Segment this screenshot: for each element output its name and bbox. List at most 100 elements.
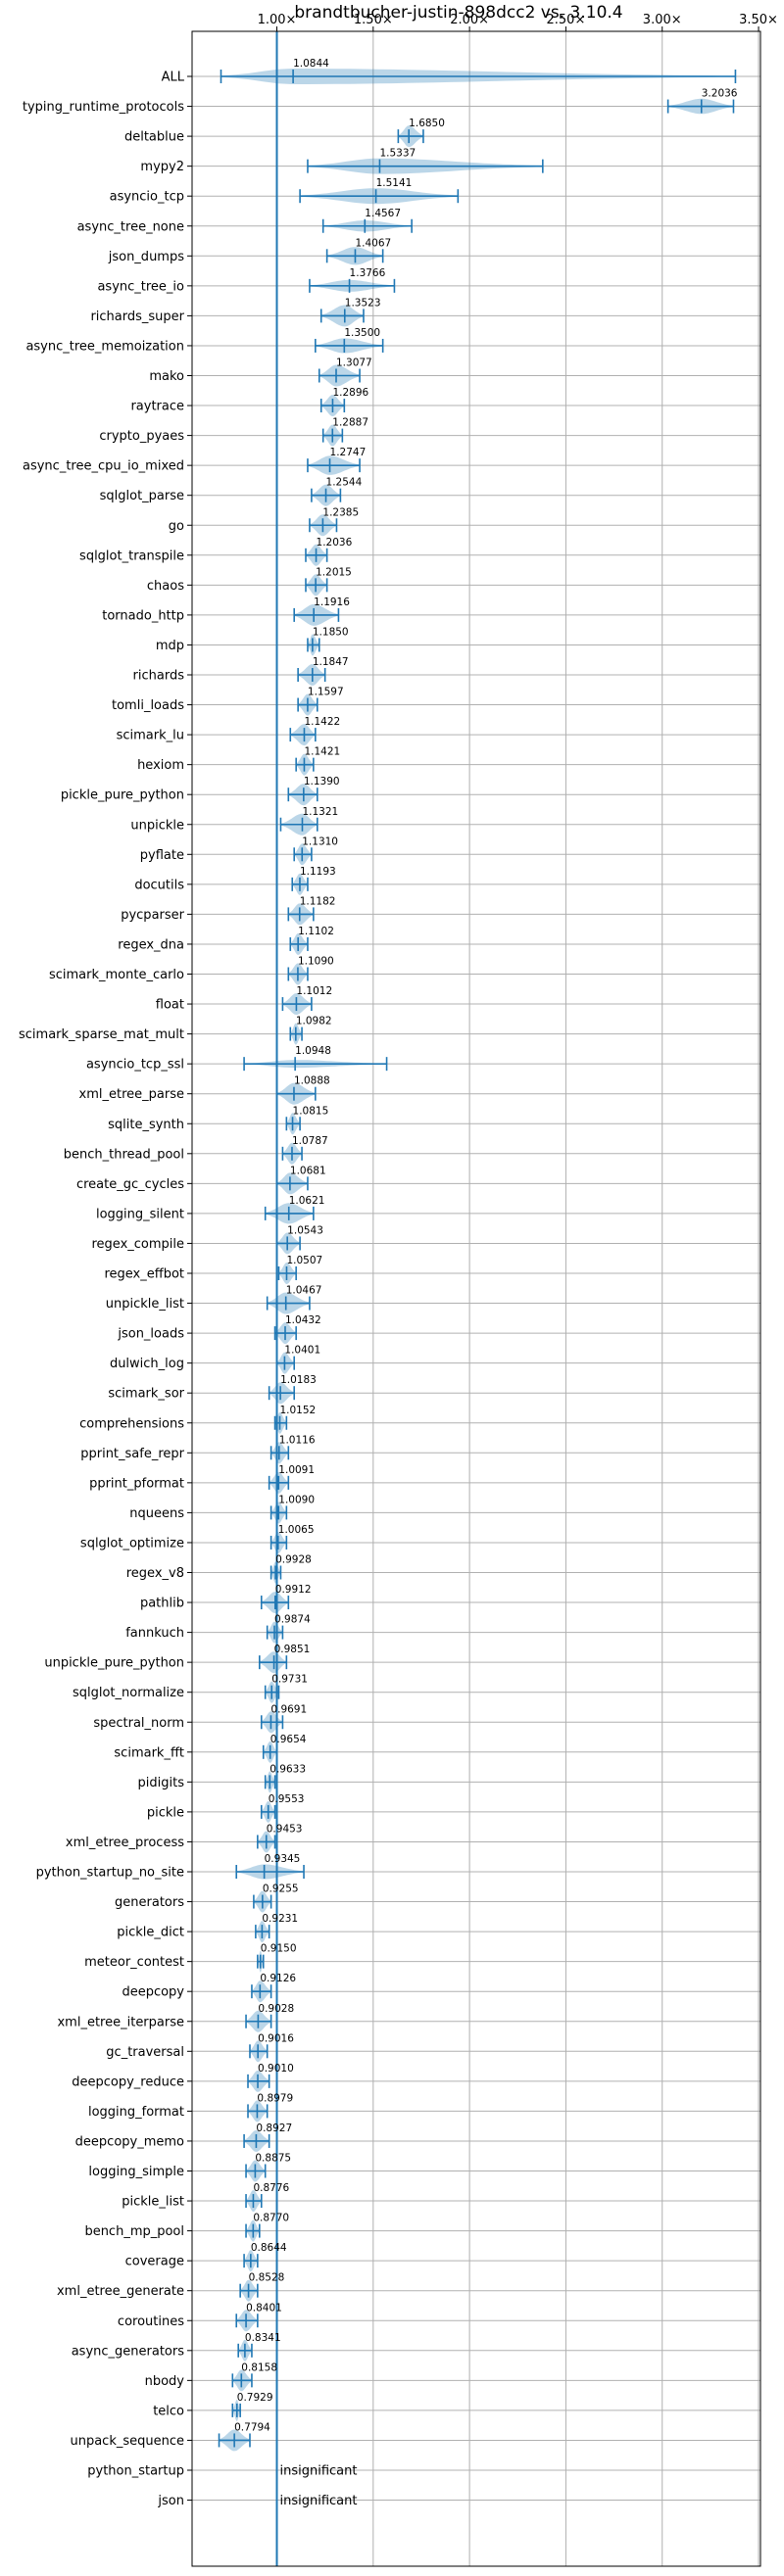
benchmark-label: asyncio_tcp xyxy=(110,190,184,205)
median-value-label: 1.0888 xyxy=(294,1075,330,1087)
median-value-label: 1.5337 xyxy=(379,148,416,160)
benchmark-label: scimark_sor xyxy=(108,1387,184,1402)
median-value-label: 1.3766 xyxy=(350,267,386,279)
insignificant-label: insignificant xyxy=(280,2494,358,2508)
violins xyxy=(218,31,737,2566)
median-value-label: 1.0681 xyxy=(290,1165,326,1176)
median-value-label: 1.1847 xyxy=(313,656,349,668)
benchmark-label: pickle xyxy=(147,1805,184,1820)
median-value-label: 1.0948 xyxy=(295,1045,331,1057)
median-value-label: 0.8644 xyxy=(251,2242,287,2254)
median-value-label: 0.9345 xyxy=(265,1853,301,1865)
benchmark-label: tornado_http xyxy=(102,608,184,623)
median-value-label: 1.3500 xyxy=(344,327,380,339)
median-value-label: 1.0621 xyxy=(289,1195,325,1207)
benchmark-label: async_tree_memoization xyxy=(25,339,184,354)
benchmark-label: fannkuch xyxy=(125,1626,184,1641)
median-value-label: 1.2887 xyxy=(332,417,368,429)
benchmark-label: scimark_monte_carlo xyxy=(49,968,184,982)
benchmark-label: crypto_pyaes xyxy=(99,429,184,444)
benchmark-label: richards xyxy=(133,669,185,684)
median-value-label: 0.9691 xyxy=(270,1703,307,1715)
median-value-label: 3.2036 xyxy=(702,88,738,100)
benchmark-label: scimark_sparse_mat_mult xyxy=(19,1027,184,1042)
median-value-label: 1.0152 xyxy=(279,1405,316,1416)
median-value-label: 1.0116 xyxy=(279,1434,316,1446)
median-value-label: 1.3523 xyxy=(345,297,381,309)
median-value-label: 0.9231 xyxy=(262,1913,298,1925)
benchmark-label: deepcopy_reduce xyxy=(72,2075,184,2089)
benchmark-label: go xyxy=(169,519,184,534)
median-value-label: 0.7929 xyxy=(237,2392,273,2404)
median-value-label: 1.1390 xyxy=(304,776,340,787)
x-tick-label: 3.50× xyxy=(739,13,778,27)
median-value-label: 0.9010 xyxy=(258,2063,294,2075)
benchmark-label: unpickle_pure_python xyxy=(44,1656,184,1671)
median-value-label: 1.0401 xyxy=(284,1345,320,1357)
benchmark-label: asyncio_tcp_ssl xyxy=(86,1058,184,1073)
median-value-label: 1.2036 xyxy=(317,537,353,549)
median-value-label: 0.9928 xyxy=(275,1554,312,1566)
median-value-label: 1.0467 xyxy=(286,1285,322,1297)
benchmark-label: pickle_list xyxy=(122,2195,184,2210)
median-value-label: 0.9126 xyxy=(260,1973,296,1984)
median-value-label: 1.2544 xyxy=(326,477,363,489)
benchmark-label: async_generators xyxy=(72,2344,185,2359)
median-value-label: 1.5141 xyxy=(376,177,413,189)
median-value-label: 1.2015 xyxy=(316,566,352,578)
benchmark-label: json_dumps xyxy=(108,250,184,264)
benchmark-label: async_tree_cpu_io_mixed xyxy=(23,459,184,474)
benchmark-label: pycparser xyxy=(121,908,184,923)
benchmark-label: regex_effbot xyxy=(104,1267,184,1282)
benchmark-label: regex_dna xyxy=(118,937,184,952)
benchmark-label: deltablue xyxy=(124,130,184,145)
median-value-label: 0.8979 xyxy=(257,2092,293,2104)
benchmark-label: xml_etree_parse xyxy=(79,1087,184,1102)
median-value-label: 1.0065 xyxy=(278,1524,315,1536)
median-value-label: 1.0091 xyxy=(278,1464,315,1476)
chart-title: brandtbucher-justin-898dcc2 vs. 3.10.4 xyxy=(294,3,622,23)
median-value-label: 1.1850 xyxy=(313,626,349,638)
median-value-label: 0.7794 xyxy=(234,2421,270,2433)
median-value-label: 1.0844 xyxy=(293,58,329,70)
benchmark-label: hexiom xyxy=(137,758,184,773)
median-value-label: 0.8875 xyxy=(255,2153,291,2165)
benchmark-label: bench_mp_pool xyxy=(84,2224,184,2239)
median-value-label: 1.1916 xyxy=(314,596,350,608)
benchmark-label: logging_simple xyxy=(88,2165,184,2179)
median-value-label: 1.2385 xyxy=(322,506,359,518)
benchmark-label: tomli_loads xyxy=(112,698,184,713)
median-value-label: 1.1193 xyxy=(300,866,336,878)
benchmark-label: docutils xyxy=(134,878,184,892)
benchmark-label: nbody xyxy=(145,2374,185,2389)
median-value-label: 1.0432 xyxy=(285,1314,321,1326)
plot-frame xyxy=(191,30,761,2567)
median-value-label: 1.0982 xyxy=(296,1016,332,1027)
median-value-label: 1.1182 xyxy=(300,895,336,907)
benchmark-label: sqlglot_transpile xyxy=(79,549,184,563)
benchmark-label: json xyxy=(157,2494,184,2508)
benchmark-label: mdp xyxy=(156,639,184,653)
benchmark-label: pickle_pure_python xyxy=(61,788,184,803)
median-value-label: 0.9453 xyxy=(267,1823,303,1835)
benchmark-label: sqlglot_optimize xyxy=(80,1536,184,1550)
benchmark-label: pidigits xyxy=(138,1776,185,1790)
benchmark-label: chaos xyxy=(147,579,184,594)
median-value-label: 1.1012 xyxy=(296,985,332,997)
benchmark-label: coroutines xyxy=(118,2314,184,2329)
median-value-label: 1.0507 xyxy=(286,1255,322,1266)
benchmark-label: xml_etree_process xyxy=(66,1836,184,1850)
benchmark-label: bench_thread_pool xyxy=(64,1147,184,1162)
median-value-label: 1.6850 xyxy=(409,118,445,129)
median-value-label: 1.1090 xyxy=(298,956,334,968)
benchmark-label: unpickle_list xyxy=(106,1297,184,1312)
benchmark-label: generators xyxy=(115,1895,184,1910)
benchmark-label: python_startup_no_site xyxy=(36,1866,184,1881)
median-value-label: 0.8776 xyxy=(253,2182,289,2194)
median-value-label: 1.1321 xyxy=(302,806,338,818)
benchmark-label: logging_format xyxy=(88,2105,184,2120)
median-value-label: 1.1102 xyxy=(298,926,334,937)
benchmark-label: pprint_pformat xyxy=(89,1476,184,1491)
benchmark-label: pprint_safe_repr xyxy=(80,1447,184,1461)
benchmark-label: pickle_dict xyxy=(117,1926,184,1940)
